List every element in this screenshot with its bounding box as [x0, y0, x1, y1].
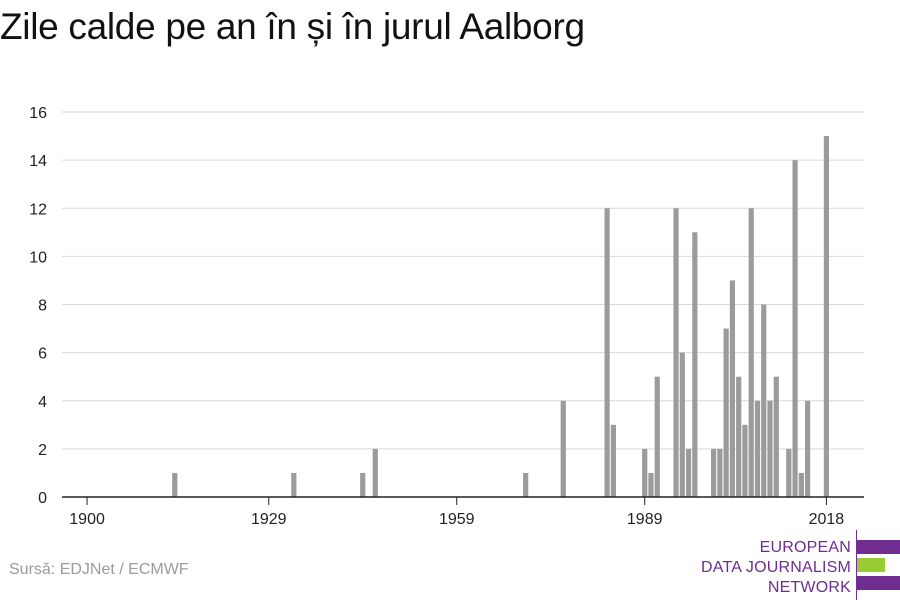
y-tick-label: 2 [38, 442, 47, 459]
bar-1995 [679, 352, 685, 497]
bar-2008 [761, 304, 767, 497]
bar-2015 [805, 400, 811, 497]
y-tick-label: 10 [29, 249, 47, 266]
bar-1946 [372, 448, 378, 497]
y-tick-label: 12 [29, 201, 47, 218]
y-tick-label: 8 [38, 298, 47, 315]
logo-line-3: NETWORK [767, 579, 851, 596]
bar-2000 [711, 448, 717, 497]
y-tick-label: 6 [38, 346, 47, 363]
logo-bar-top [857, 540, 900, 554]
bar-1983 [604, 208, 610, 497]
edjnet-logo: EUROPEAN DATA JOURNALISM NETWORK [701, 530, 900, 600]
bar-2013 [792, 160, 798, 497]
bar-2018 [823, 136, 830, 497]
bar-2007 [754, 400, 761, 497]
x-tick-label: 2018 [809, 511, 845, 528]
bar-2014 [798, 472, 804, 497]
x-axis: 1900 1929 1959 1989 2018 [62, 496, 864, 528]
x-tick-label: 1959 [439, 511, 475, 528]
bar-1994 [673, 208, 679, 497]
y-axis: 0 2 4 6 8 10 12 14 16 [29, 105, 47, 507]
bar-2002 [723, 328, 729, 497]
logo-bar-middle [857, 558, 885, 572]
bar-1991 [654, 376, 660, 497]
logo-text: EUROPEAN DATA JOURNALISM NETWORK [701, 538, 851, 598]
x-tick-label: 1929 [251, 511, 287, 528]
bar-2012 [786, 448, 792, 497]
bar-1914 [172, 472, 178, 497]
bar-2004 [736, 376, 742, 497]
bar-1997 [692, 232, 698, 497]
bars [172, 136, 830, 497]
bar-2006 [748, 208, 754, 497]
y-tick-label: 4 [38, 394, 47, 411]
y-tick-label: 14 [29, 153, 47, 170]
bar-2009 [767, 400, 773, 497]
chart-title: Zile calde pe an în și în jurul Aalborg [0, 6, 585, 47]
bar-1996 [685, 448, 692, 497]
bar-1984 [610, 424, 616, 497]
x-tick-label: 1989 [627, 511, 663, 528]
logo-line-2: DATA JOURNALISM [701, 559, 851, 576]
y-tick-label: 0 [38, 490, 47, 507]
bar-1933 [291, 472, 297, 497]
bar-1989 [642, 448, 648, 497]
bar-1944 [360, 472, 366, 497]
bar-2010 [773, 376, 779, 497]
logo-line-1: EUROPEAN [759, 539, 851, 556]
gridlines [62, 111, 864, 450]
logo-bar-bottom [857, 576, 900, 590]
bar-2005 [742, 424, 748, 497]
bar-2001 [717, 448, 723, 497]
bar-1976 [560, 400, 566, 497]
y-tick-label: 16 [29, 105, 47, 122]
bar-2003 [729, 280, 736, 497]
x-tick-label: 1900 [69, 511, 105, 528]
bar-1990 [648, 472, 654, 497]
source-note: Sursă: EDJNet / ECMWF [9, 561, 189, 578]
bar-1970 [523, 472, 529, 497]
